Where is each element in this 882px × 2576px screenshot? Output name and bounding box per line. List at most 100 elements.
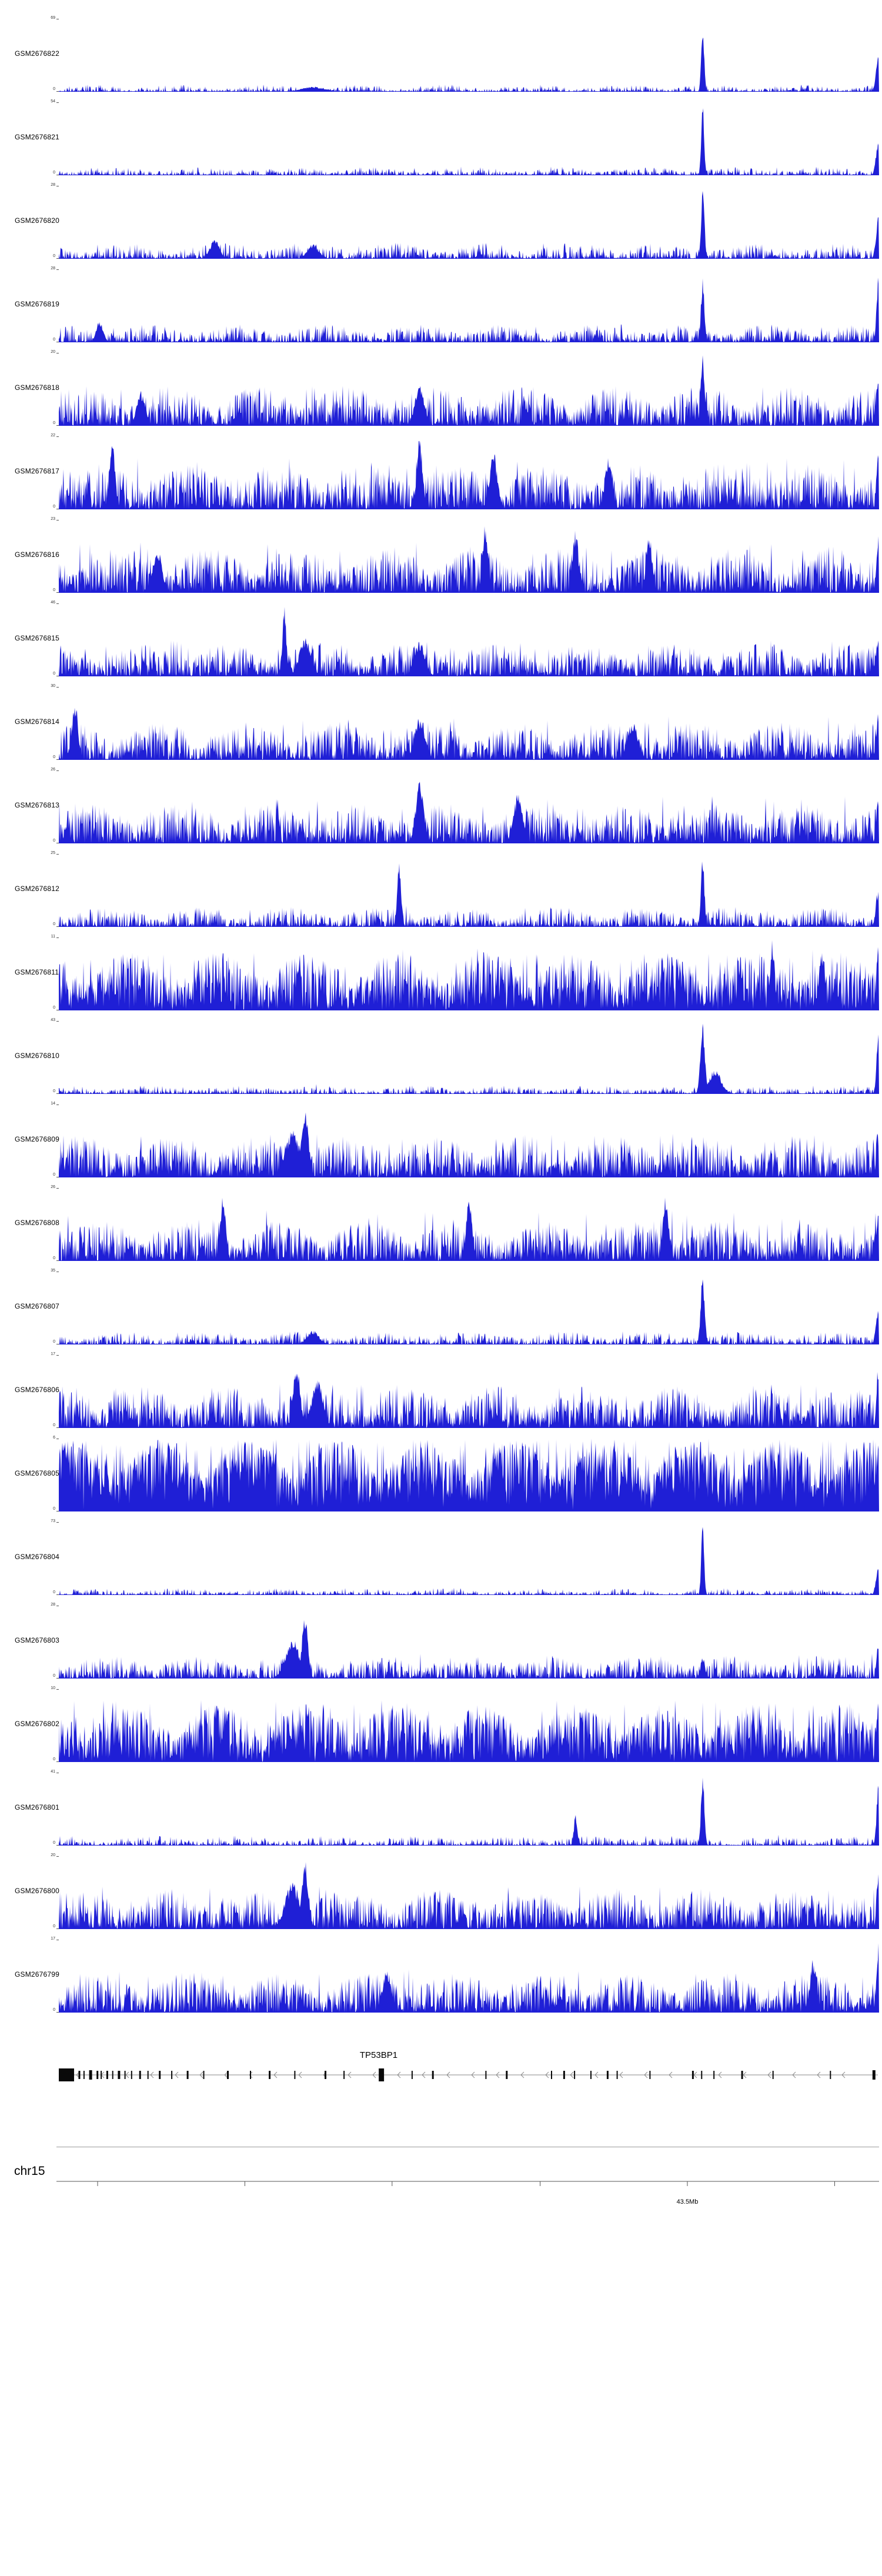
- coverage-signal-plot: [59, 1372, 879, 1428]
- exon-box: [701, 2071, 703, 2079]
- track-sample-label: GSM2676801: [15, 1803, 60, 1811]
- coverage-signal-plot: [59, 278, 879, 342]
- strand-arrow-left-icon: [496, 2071, 500, 2078]
- y-axis-tick: [56, 1845, 59, 1846]
- coverage-signal-plot: [59, 782, 879, 843]
- track-sample-label: GSM2676810: [15, 1052, 60, 1060]
- track-y-axis-max: 25: [51, 851, 55, 855]
- exon-box: [741, 2071, 743, 2079]
- track-sample-label: GSM2676816: [15, 550, 60, 559]
- y-axis-tick: [56, 436, 59, 437]
- track-y-axis-max: 11: [51, 935, 55, 939]
- y-axis-tick: [56, 592, 59, 593]
- track-sample-label: GSM2676804: [15, 1553, 60, 1561]
- exon-box: [551, 2071, 552, 2079]
- strand-arrow-left-icon: [619, 2071, 623, 2078]
- track-y-axis-min: 0: [53, 254, 55, 258]
- track-y-axis-min: 0: [53, 505, 55, 509]
- exon-box: [379, 2068, 385, 2081]
- signal-track-row: GSM2676810 43 0: [0, 1017, 882, 1101]
- y-axis-tick: [56, 1021, 59, 1022]
- track-y-axis-min: 0: [53, 1089, 55, 1093]
- track-y-axis-min: 0: [53, 171, 55, 175]
- track-sample-label: GSM2676805: [15, 1469, 60, 1477]
- coverage-signal-plot: [59, 1439, 879, 1511]
- exon-box: [269, 2071, 271, 2079]
- strand-arrow-left-icon: [422, 2071, 426, 2078]
- y-axis-tick: [56, 937, 59, 938]
- exon-box: [124, 2071, 126, 2079]
- signal-track-row: GSM2676809 14 0: [0, 1101, 882, 1184]
- exon-box: [171, 2071, 173, 2079]
- coverage-signal-plot: [59, 1700, 879, 1762]
- exon-box: [203, 2071, 205, 2079]
- exon-box: [83, 2071, 85, 2079]
- strand-arrow-left-icon: [767, 2071, 771, 2078]
- exon-box: [186, 2071, 189, 2079]
- strand-arrow-left-icon: [298, 2071, 302, 2078]
- coverage-signal-plot: [59, 1527, 879, 1595]
- strand-arrow-left-icon: [471, 2071, 475, 2078]
- track-y-axis-min: 0: [53, 1841, 55, 1845]
- y-axis-tick: [56, 1355, 59, 1356]
- exon-box: [89, 2070, 92, 2080]
- track-sample-label: GSM2676818: [15, 383, 60, 392]
- signal-track-row: GSM2676814 30 0: [0, 683, 882, 767]
- track-sample-label: GSM2676821: [15, 133, 60, 141]
- gene-model-track: [59, 2068, 878, 2081]
- track-y-axis-max: 28: [51, 183, 55, 187]
- track-y-axis-max: 35: [51, 1269, 55, 1273]
- coverage-signal-plot: [59, 441, 879, 509]
- strand-arrow-left-icon: [273, 2071, 278, 2078]
- track-sample-label: GSM2676812: [15, 885, 60, 893]
- track-y-axis-max: 10: [51, 1686, 55, 1690]
- track-y-axis-min: 0: [53, 87, 55, 91]
- strand-arrow-left-icon: [446, 2071, 450, 2078]
- y-axis-tick: [56, 1427, 59, 1428]
- track-y-axis-max: 23: [51, 517, 55, 521]
- track-sample-label: GSM2676814: [15, 718, 60, 726]
- track-y-axis-min: 0: [53, 1674, 55, 1678]
- signal-track-row: GSM2676803 28 0: [0, 1602, 882, 1686]
- exon-box: [118, 2071, 121, 2079]
- y-axis-tick: [56, 1856, 59, 1857]
- track-y-axis-min: 0: [53, 839, 55, 843]
- exon-box: [106, 2071, 108, 2079]
- track-y-axis-max: 41: [51, 1770, 55, 1774]
- signal-track-row: GSM2676817 22 0: [0, 433, 882, 516]
- y-axis-tick: [56, 1093, 59, 1094]
- signal-track-row: GSM2676804 73 0: [0, 1519, 882, 1602]
- signal-track-row: GSM2676799 17 0: [0, 1936, 882, 2020]
- strand-arrow-left-icon: [644, 2071, 648, 2078]
- track-sample-label: GSM2676808: [15, 1219, 60, 1227]
- y-axis-tick: [56, 1761, 59, 1762]
- track-y-axis-min: 0: [53, 1173, 55, 1177]
- y-axis-tick: [56, 425, 59, 426]
- track-y-axis-min: 0: [53, 338, 55, 342]
- track-y-axis-min: 0: [53, 922, 55, 926]
- signal-track-row: GSM2676805 6 0: [0, 1435, 882, 1519]
- strand-arrow-left-icon: [125, 2071, 129, 2078]
- track-y-axis-max: 26: [51, 768, 55, 772]
- signal-track-row: GSM2676819 28 0: [0, 266, 882, 349]
- signal-track-row: GSM2676801 41 0: [0, 1769, 882, 1853]
- track-y-axis-max: 14: [51, 1102, 55, 1106]
- track-sample-label: GSM2676800: [15, 1887, 60, 1895]
- track-y-axis-max: 73: [51, 1519, 55, 1523]
- strand-arrow-left-icon: [520, 2071, 524, 2078]
- y-axis-tick: [56, 2012, 59, 2013]
- strand-arrow-left-icon: [545, 2071, 549, 2078]
- exon-box: [590, 2071, 592, 2079]
- exon-box: [227, 2071, 229, 2079]
- strand-arrow-left-icon: [693, 2071, 697, 2078]
- track-sample-label: GSM2676820: [15, 216, 60, 225]
- track-y-axis-min: 0: [53, 1423, 55, 1427]
- exon-box: [485, 2071, 487, 2079]
- y-axis-tick: [56, 1689, 59, 1690]
- y-axis-tick: [56, 687, 59, 688]
- track-sample-label: GSM2676809: [15, 1135, 60, 1143]
- coverage-signal-plot: [59, 607, 879, 676]
- strand-arrow-left-icon: [76, 2071, 80, 2078]
- track-y-axis-min: 0: [53, 1590, 55, 1594]
